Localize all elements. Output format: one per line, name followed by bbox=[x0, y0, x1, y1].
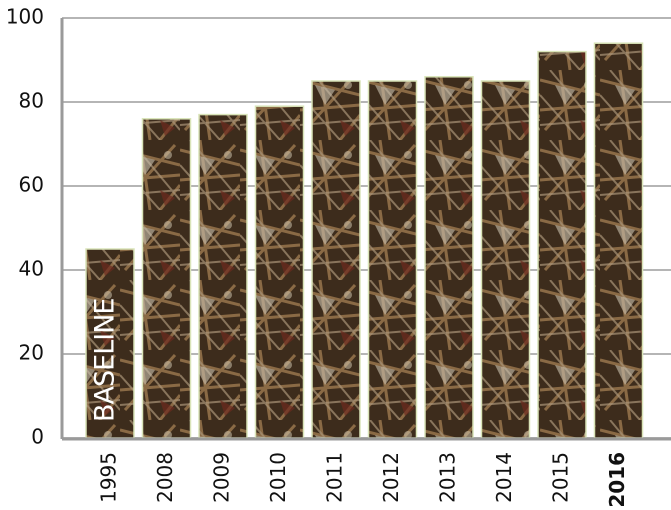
y-tick-label: 0 bbox=[31, 425, 44, 449]
bar bbox=[254, 105, 305, 439]
x-tick-label: 2014 bbox=[492, 452, 516, 503]
bar bbox=[198, 113, 248, 439]
y-tick-label: 80 bbox=[19, 89, 44, 113]
x-tick-label: 2016 bbox=[605, 452, 629, 508]
x-tick-label: 2008 bbox=[153, 452, 177, 503]
annotation: BASELINE bbox=[90, 299, 121, 422]
x-tick-label: 2012 bbox=[379, 452, 403, 503]
bar bbox=[537, 50, 587, 439]
x-tick-label: 2011 bbox=[323, 452, 347, 503]
bar bbox=[141, 118, 192, 439]
x-tick-label: 2009 bbox=[210, 452, 234, 503]
bar bbox=[593, 42, 644, 439]
y-tick-label: 20 bbox=[19, 341, 44, 365]
bar bbox=[367, 80, 418, 439]
bar bbox=[480, 80, 531, 439]
y-tick-label: 60 bbox=[19, 173, 44, 197]
bar bbox=[311, 80, 361, 439]
x-tick-label: 2015 bbox=[549, 452, 573, 503]
bar bbox=[424, 76, 474, 439]
x-tick-label: 2013 bbox=[436, 452, 460, 503]
x-tick-label: 2010 bbox=[266, 452, 290, 503]
y-tick-label: 100 bbox=[6, 5, 44, 29]
y-tick-label: 40 bbox=[19, 257, 44, 281]
x-tick-label: 1995 bbox=[97, 452, 121, 503]
